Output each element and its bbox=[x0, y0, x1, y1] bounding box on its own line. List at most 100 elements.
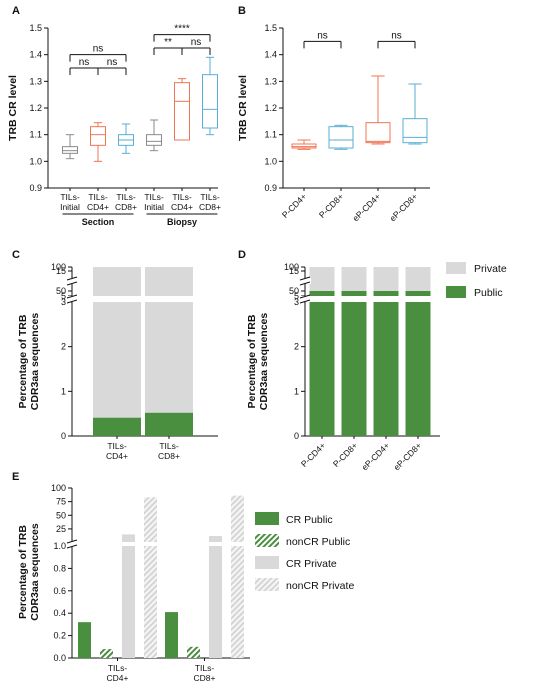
axis-break-1-gap bbox=[66, 296, 78, 302]
y-tick-label: 1.2 bbox=[264, 103, 277, 113]
y-tick-label: 1.4 bbox=[264, 50, 277, 60]
y-tick-label: 5 bbox=[61, 291, 66, 301]
y-axis-title-line1: Percentage of TRB bbox=[17, 525, 29, 619]
y-tick-label: 1.2 bbox=[29, 103, 42, 113]
x-tick-label-line2: CD4+ bbox=[106, 451, 128, 461]
y-tick-label: 1.1 bbox=[264, 130, 277, 140]
bar-public bbox=[93, 417, 141, 436]
box bbox=[146, 134, 162, 146]
axis-break-2-slash-2 bbox=[66, 281, 78, 286]
y-tick-label: 0.2 bbox=[53, 631, 66, 641]
bar-noncr-public bbox=[100, 649, 113, 658]
x-tick-label-line1: TILs- bbox=[159, 441, 179, 451]
axis-break-slash-2 bbox=[66, 544, 78, 549]
legend-swatch-cr-private bbox=[255, 556, 279, 569]
y-tick-label: 1.4 bbox=[29, 50, 42, 60]
y-tick-label: 50 bbox=[56, 510, 66, 520]
axis-break-2-gap bbox=[299, 278, 311, 284]
y-tick-label: 3 bbox=[61, 297, 66, 307]
axis-break-2-slash-2 bbox=[299, 281, 311, 286]
box bbox=[90, 126, 106, 146]
bar-private bbox=[341, 267, 367, 291]
x-tick-label-line2: CD4+ bbox=[107, 673, 129, 683]
y-tick-label: 50 bbox=[56, 286, 66, 296]
bar-noncr-private-upper bbox=[231, 495, 244, 542]
y-tick-label: 0.9 bbox=[29, 183, 42, 193]
y-tick-label: 1.0 bbox=[264, 156, 277, 166]
bar-private bbox=[405, 267, 431, 291]
y-tick-label: 100 bbox=[51, 483, 66, 493]
legend-swatch-noncr-public bbox=[255, 534, 279, 547]
x-tick-label: P-CD8+ bbox=[317, 191, 346, 220]
x-tick-label-line2: CD8+ bbox=[194, 673, 216, 683]
bar-noncr-private-upper bbox=[144, 497, 157, 542]
bar-public bbox=[145, 412, 193, 436]
x-tick-label-line2: Initial bbox=[60, 202, 80, 212]
y-tick-label: 1.0 bbox=[29, 156, 42, 166]
y-tick-label: 1 bbox=[294, 386, 299, 396]
y-tick-label: 1.1 bbox=[29, 130, 42, 140]
bar-cr-public bbox=[78, 622, 91, 658]
axis-break-1-gap bbox=[299, 296, 311, 302]
legend-swatch-cr-public bbox=[255, 512, 279, 525]
x-tick-label-line1: TILs- bbox=[172, 192, 192, 202]
x-tick-label: P-CD4+ bbox=[299, 440, 328, 469]
bar-private bbox=[373, 267, 399, 291]
y-tick-label: 0 bbox=[61, 431, 66, 441]
y-tick-label: 15 bbox=[56, 266, 66, 276]
x-tick-label: eP-CD8+ bbox=[391, 440, 423, 472]
box bbox=[402, 118, 428, 144]
y-tick-label: 1.0 bbox=[53, 541, 66, 551]
box bbox=[62, 146, 78, 154]
x-tick-label-line1: TILs- bbox=[144, 192, 164, 202]
legend-label-noncr-public: nonCR Public bbox=[286, 536, 350, 548]
x-tick-label: P-CD4+ bbox=[280, 191, 309, 220]
x-tick-label-line2: CD8+ bbox=[199, 202, 221, 212]
axis-break-gap bbox=[66, 541, 78, 547]
x-tick-label-line2: CD4+ bbox=[87, 202, 109, 212]
bar-private bbox=[93, 267, 141, 291]
y-tick-label: 15 bbox=[289, 266, 299, 276]
x-tick-label-line2: Initial bbox=[144, 202, 164, 212]
axis-break-1-slash-2 bbox=[66, 299, 78, 304]
panel-d: 0 1 2 35 15 50 100 Percentage of TRB CDR3aa sequ… bbox=[246, 262, 507, 472]
bar-public bbox=[309, 302, 335, 436]
axis-break-1-slash-1 bbox=[66, 294, 78, 299]
box bbox=[174, 82, 190, 141]
group-label: Section bbox=[82, 217, 115, 227]
y-tick-label: 5 bbox=[294, 291, 299, 301]
sig-label: ns bbox=[391, 30, 402, 41]
sig-label: ns bbox=[107, 57, 118, 68]
x-tick-label: P-CD8+ bbox=[331, 440, 360, 469]
panel-letter-c: C bbox=[12, 249, 20, 261]
panel-c: 0 1 2 35 15 50 100 Percentage of TRB CDR3aa sequ… bbox=[17, 262, 218, 461]
sig-label: ns bbox=[93, 44, 104, 55]
bar-public bbox=[373, 291, 399, 296]
panel-letter-a: A bbox=[12, 5, 20, 17]
y-tick-label: 100 bbox=[284, 262, 299, 272]
panel-e: 0.0 0.2 0.4 0.6 0.8 1.0 25 50 75 100 Percentage of… bbox=[17, 483, 354, 683]
y-tick-label: 1.3 bbox=[29, 76, 42, 86]
y-tick-label: 1.5 bbox=[264, 23, 277, 33]
bar-noncr-private-lower bbox=[231, 546, 244, 658]
y-axis-title-line2: CDR3aa sequences bbox=[29, 523, 41, 621]
box bbox=[365, 122, 391, 144]
panel-letter-e: E bbox=[12, 471, 19, 483]
y-tick-label: 1.3 bbox=[264, 76, 277, 86]
x-tick-label: eP-CD8+ bbox=[387, 191, 419, 223]
sig-label: ns bbox=[79, 57, 90, 68]
bar-private bbox=[145, 267, 193, 291]
y-tick-label: 25 bbox=[56, 524, 66, 534]
x-tick-label-line1: TILs- bbox=[200, 192, 220, 202]
bar-cr-public bbox=[165, 612, 178, 658]
sig-label: **** bbox=[174, 24, 190, 35]
bar-cr-private-lower bbox=[122, 546, 135, 658]
x-tick-label: eP-CD4+ bbox=[359, 440, 391, 472]
axis-break-1-slash-1 bbox=[299, 294, 311, 299]
bar-cr-private-lower bbox=[209, 546, 222, 658]
y-axis-title-line1: Percentage of TRB bbox=[17, 314, 29, 408]
x-tick-label-line2: CD4+ bbox=[171, 202, 193, 212]
sig-label: ns bbox=[317, 30, 328, 41]
